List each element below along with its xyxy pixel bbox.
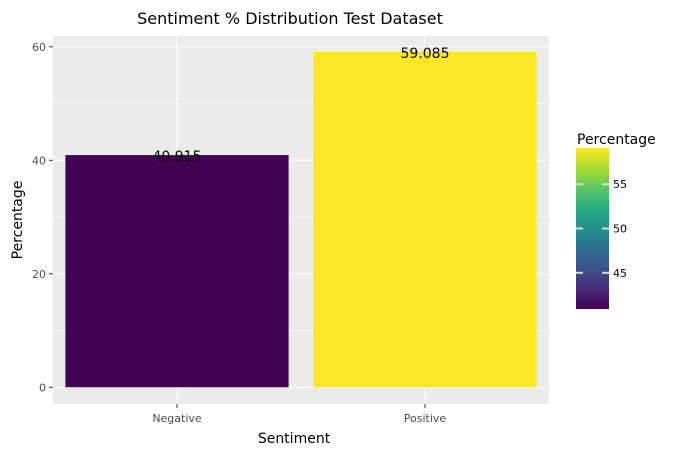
x-tick-label: Negative xyxy=(152,412,202,425)
x-axis-label: Sentiment xyxy=(258,431,331,447)
bar-negative xyxy=(65,155,289,388)
legend-ticks: 45 50 55 xyxy=(576,178,627,280)
y-tick-label: 20 xyxy=(32,268,46,281)
legend-tick-label: 55 xyxy=(613,178,627,191)
y-axis-label: Percentage xyxy=(10,181,26,260)
bar-positive xyxy=(313,51,537,388)
x-axis: Negative Positive xyxy=(152,404,446,425)
legend-tick-label: 50 xyxy=(613,223,627,236)
x-tick-label: Positive xyxy=(404,412,447,425)
y-axis: 0 20 40 60 xyxy=(32,41,53,394)
y-tick-label: 40 xyxy=(32,154,46,167)
legend: Percentage 45 50 55 xyxy=(576,132,656,309)
value-label: 59.085 xyxy=(401,46,450,62)
legend-title: Percentage xyxy=(577,132,656,148)
y-tick-label: 60 xyxy=(32,41,46,54)
legend-tick-label: 45 xyxy=(613,267,627,280)
value-label: 40.915 xyxy=(153,149,202,165)
chart-title: Sentiment % Distribution Test Dataset xyxy=(137,9,443,28)
value-labels: 40.915 59.085 xyxy=(153,46,450,165)
y-tick-label: 0 xyxy=(39,381,46,394)
bars xyxy=(65,51,537,388)
